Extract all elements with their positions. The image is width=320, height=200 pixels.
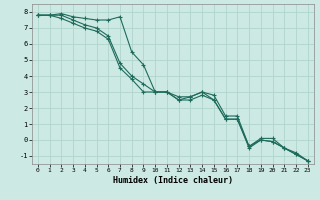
X-axis label: Humidex (Indice chaleur): Humidex (Indice chaleur) [113, 176, 233, 185]
